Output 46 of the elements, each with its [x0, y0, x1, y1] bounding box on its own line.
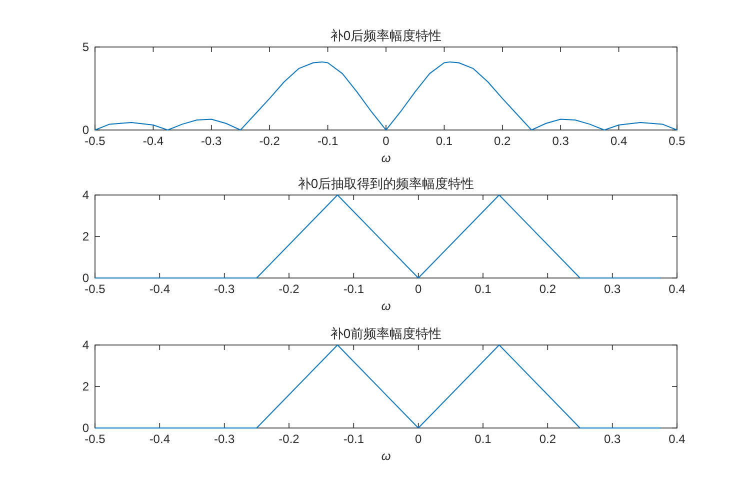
x-tick-label: -0.3	[201, 134, 222, 148]
x-tick-label: -0.4	[149, 432, 170, 446]
y-tick-label: 4	[82, 338, 90, 352]
y-tick-label: 0	[82, 271, 90, 285]
x-axis-title: ω	[381, 299, 391, 313]
x-tick-label: 0.2	[539, 282, 556, 296]
x-tick-label: 0.1	[474, 282, 492, 296]
x-tick-label: 0.1	[474, 432, 492, 446]
x-tick-label: -0.1	[343, 282, 364, 296]
y-tick-label: 5	[82, 40, 90, 54]
x-tick-label: 0.3	[604, 432, 621, 446]
x-tick-label: 0.2	[494, 134, 512, 148]
x-tick-label: 0.3	[552, 134, 570, 148]
x-tick-label: 0	[414, 282, 422, 296]
x-tick-label: -0.4	[149, 282, 170, 296]
chart-title: 补0后频率幅度特性	[330, 28, 442, 43]
x-tick-label: -0.3	[214, 282, 235, 296]
x-axis-title: ω	[381, 151, 391, 165]
chart-title: 补0后抽取得到的频率幅度特性	[298, 176, 474, 191]
x-tick-label: 0.5	[668, 134, 686, 148]
y-tick-label: 0	[82, 123, 90, 137]
x-tick-label: -0.5	[84, 134, 106, 148]
chart-title: 补0前频率幅度特性	[330, 326, 442, 341]
x-tick-label: 0.4	[668, 432, 686, 446]
x-tick-label: -0.5	[84, 282, 106, 296]
x-tick-label: 0.3	[604, 282, 621, 296]
x-tick-label: 0.1	[436, 134, 453, 148]
x-tick-label: 0.2	[539, 432, 556, 446]
y-tick-label: 2	[82, 380, 90, 394]
y-tick-label: 0	[82, 421, 90, 435]
x-tick-label: 0	[414, 432, 422, 446]
x-tick-label: 0	[382, 134, 390, 148]
x-axis-title: ω	[381, 449, 391, 463]
x-tick-label: -0.4	[142, 134, 164, 148]
line-series	[94, 61, 678, 130]
y-tick-label: 4	[82, 188, 90, 202]
x-tick-label: 0.4	[668, 282, 686, 296]
y-tick-label: 2	[82, 230, 90, 244]
x-tick-label: -0.3	[214, 432, 235, 446]
x-tick-label: -0.2	[259, 134, 280, 148]
x-tick-label: -0.1	[317, 134, 338, 148]
x-tick-label: 0.4	[610, 134, 628, 148]
x-tick-label: -0.2	[278, 432, 300, 446]
x-tick-label: -0.1	[343, 432, 364, 446]
x-tick-label: -0.2	[278, 282, 300, 296]
x-tick-label: -0.5	[84, 432, 106, 446]
